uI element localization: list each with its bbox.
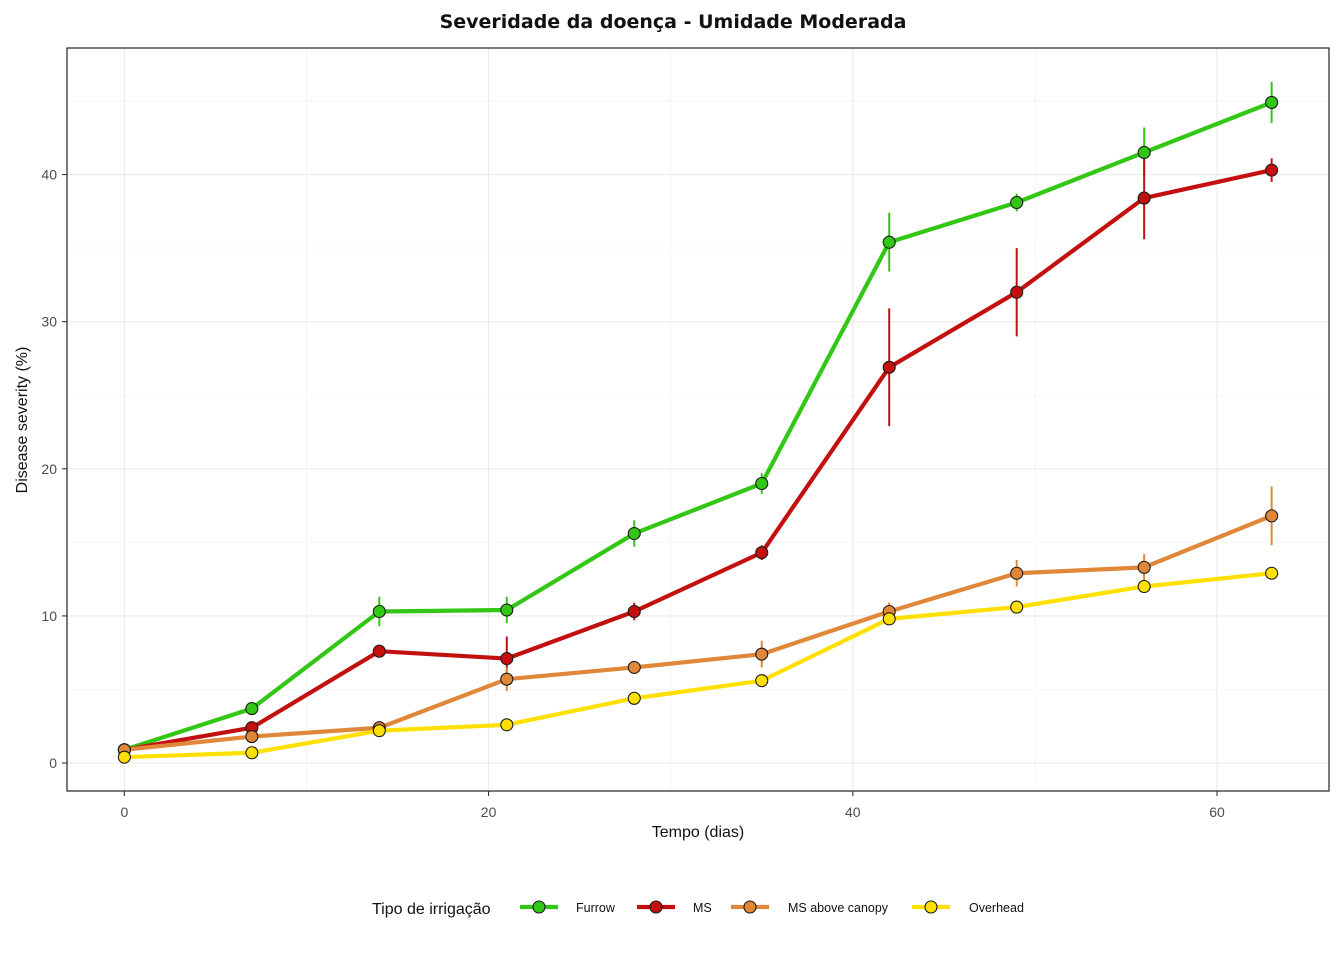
data-point-ms-above-canopy: [1137, 560, 1151, 574]
x-tick-label: 20: [481, 804, 497, 820]
data-point-ms: [1137, 191, 1151, 205]
y-tick-label: 40: [41, 167, 57, 183]
data-point-furrow: [500, 603, 514, 617]
x-axis-ticks: 0 20 40 60: [120, 791, 1225, 820]
series-line-overhead: [122, 571, 1274, 760]
data-point-ms-above-canopy: [627, 660, 641, 674]
data-point-ms: [1265, 163, 1279, 177]
y-axis-ticks: 0 10 20 30 40: [41, 167, 67, 771]
data-point-overhead: [1265, 566, 1279, 580]
data-point-overhead: [117, 750, 131, 764]
data-point-ms: [500, 652, 514, 666]
data-point-furrow: [1265, 95, 1279, 109]
data-point-furrow: [1137, 145, 1151, 160]
x-axis-title: Tempo (dias): [652, 824, 744, 841]
legend-label-furrow: Furrow: [576, 901, 616, 915]
data-point-overhead: [500, 718, 514, 732]
legend-label-ms-above-canopy: MS above canopy: [788, 901, 889, 915]
data-point-furrow: [372, 604, 386, 619]
grid: [67, 48, 1329, 791]
data-point-ms-above-canopy: [500, 672, 514, 686]
legend-key-point-ms: [649, 900, 663, 914]
data-point-overhead: [245, 746, 259, 760]
data-point-ms: [755, 546, 769, 560]
data-point-ms: [627, 604, 641, 619]
x-tick-label: 40: [845, 804, 861, 820]
plot-panel-border: [66, 47, 1330, 792]
series-line-furrow: [122, 100, 1274, 752]
y-axis-title: Disease severity (%): [14, 347, 31, 494]
series-line-ms: [122, 168, 1274, 752]
data-point-ms-above-canopy: [1265, 509, 1279, 523]
data-point-ms-above-canopy: [755, 647, 769, 661]
data-point-overhead: [1010, 600, 1024, 614]
data-point-ms: [882, 360, 896, 374]
legend-label-overhead: Overhead: [969, 901, 1024, 915]
error-bars: [123, 81, 1273, 759]
legend-key-point-ms-above-canopy: [743, 900, 757, 914]
data-point-overhead: [882, 612, 896, 626]
legend-key-point-overhead: [924, 900, 938, 914]
chart-title: Severidade da doença - Umidade Moderada: [440, 11, 907, 33]
legend: Tipo de irrigação Furrow MS MS above canop…: [372, 900, 1024, 918]
x-tick-label: 60: [1209, 804, 1225, 820]
x-tick-label: 0: [120, 804, 128, 820]
data-point-furrow: [1010, 195, 1024, 210]
data-point-overhead: [372, 724, 386, 738]
y-tick-label: 30: [41, 314, 57, 330]
data-point-ms-above-canopy: [245, 730, 259, 744]
data-points: [117, 95, 1279, 764]
y-tick-label: 20: [41, 461, 57, 477]
data-point-overhead: [755, 674, 769, 688]
data-point-furrow: [755, 476, 769, 491]
legend-items: Furrow MS MS above canopy Overhead: [520, 900, 1024, 915]
series-lines: [122, 100, 1274, 760]
data-point-furrow: [627, 526, 641, 541]
legend-title: Tipo de irrigação: [372, 901, 491, 918]
series-line-ms-above-canopy: [122, 513, 1274, 752]
y-tick-label: 0: [49, 755, 57, 771]
data-point-furrow: [245, 702, 259, 716]
data-point-furrow: [882, 235, 896, 249]
data-point-ms: [1010, 285, 1024, 299]
data-point-overhead: [1137, 579, 1151, 594]
legend-key-point-furrow: [532, 900, 546, 914]
data-point-ms-above-canopy: [1010, 566, 1024, 580]
data-point-overhead: [627, 691, 641, 705]
legend-label-ms: MS: [693, 901, 712, 915]
y-tick-label: 10: [41, 608, 57, 624]
data-point-ms: [372, 644, 386, 658]
